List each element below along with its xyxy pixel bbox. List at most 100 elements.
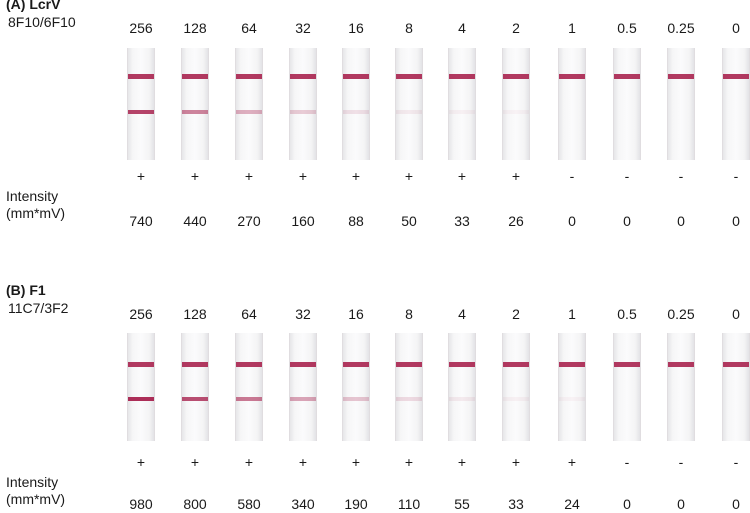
- control-line: [290, 74, 316, 79]
- intensity-value: 980: [129, 496, 153, 512]
- test-line: [396, 397, 422, 401]
- control-line: [236, 362, 262, 367]
- result-sign: +: [511, 454, 521, 470]
- intensity-value: 0: [623, 213, 631, 229]
- intensity-value: 0: [732, 496, 740, 512]
- concentration-label: 0: [732, 306, 740, 322]
- test-strip: [235, 48, 263, 160]
- result-sign: +: [136, 168, 146, 184]
- concentration-label: 1: [568, 306, 576, 322]
- concentration-label: 1: [568, 20, 576, 36]
- test-strip: [289, 48, 317, 160]
- intensity-value: 0: [677, 496, 685, 512]
- result-sign: +: [457, 454, 467, 470]
- test-strip: [342, 333, 370, 441]
- concentration-label: 128: [183, 20, 207, 36]
- result-sign: +: [190, 168, 200, 184]
- intensity-value: 160: [291, 213, 315, 229]
- concentration-label: 32: [295, 306, 311, 322]
- result-sign: -: [624, 168, 630, 184]
- test-line: [343, 397, 369, 401]
- control-line: [290, 362, 316, 367]
- intensity-value: 88: [348, 213, 364, 229]
- intensity-value: 55: [454, 496, 470, 512]
- control-line: [614, 362, 640, 367]
- control-line: [343, 362, 369, 367]
- test-strip: [181, 48, 209, 160]
- test-line: [290, 397, 316, 401]
- concentration-label: 32: [295, 20, 311, 36]
- control-line: [614, 74, 640, 79]
- test-line: [503, 110, 529, 114]
- concentration-label: 256: [129, 20, 153, 36]
- control-line: [343, 74, 369, 79]
- test-strip: [395, 333, 423, 441]
- control-line: [128, 362, 154, 367]
- result-sign: -: [624, 454, 630, 470]
- test-line: [559, 397, 585, 401]
- test-line: [182, 397, 208, 401]
- result-sign: +: [404, 454, 414, 470]
- test-line: [343, 110, 369, 114]
- concentration-label: 4: [458, 306, 466, 322]
- control-line: [723, 74, 749, 79]
- result-sign: +: [136, 454, 146, 470]
- result-sign: +: [244, 454, 254, 470]
- test-line: [128, 110, 154, 114]
- test-strip: [181, 333, 209, 441]
- concentration-label: 2: [512, 306, 520, 322]
- test-strip: [448, 48, 476, 160]
- result-sign: -: [678, 168, 684, 184]
- intensity-value: 33: [508, 496, 524, 512]
- test-strip: [502, 48, 530, 160]
- result-sign: +: [244, 168, 254, 184]
- test-line: [182, 110, 208, 114]
- intensity-label: Intensity (mm*mV): [6, 474, 65, 508]
- test-strip: [235, 333, 263, 441]
- concentration-label: 0.25: [667, 20, 695, 36]
- intensity-value: 0: [623, 496, 631, 512]
- test-strip: [127, 48, 155, 160]
- intensity-value: 440: [183, 213, 207, 229]
- result-sign: +: [351, 454, 361, 470]
- test-line: [449, 110, 475, 114]
- test-strip: [448, 333, 476, 441]
- control-line: [723, 362, 749, 367]
- intensity-value: 0: [568, 213, 576, 229]
- test-line: [449, 397, 475, 401]
- intensity-value: 190: [344, 496, 368, 512]
- intensity-label-line1: Intensity: [6, 188, 59, 204]
- test-strip: [342, 48, 370, 160]
- result-sign: +: [511, 168, 521, 184]
- intensity-label: Intensity (mm*mV): [6, 188, 65, 222]
- result-sign: -: [733, 454, 739, 470]
- intensity-value: 50: [401, 213, 417, 229]
- result-sign: -: [678, 454, 684, 470]
- concentration-label: 256: [129, 306, 153, 322]
- control-line: [668, 74, 694, 79]
- intensity-label-line2: (mm*mV): [6, 491, 66, 507]
- test-strip: [722, 48, 750, 160]
- concentration-label: 0.5: [617, 306, 637, 322]
- intensity-value: 740: [129, 213, 153, 229]
- result-sign: +: [298, 168, 308, 184]
- result-sign: -: [733, 168, 739, 184]
- panel-subtitle: 8F10/6F10: [8, 14, 76, 30]
- intensity-value: 580: [237, 496, 261, 512]
- test-line: [128, 397, 154, 401]
- control-line: [668, 362, 694, 367]
- concentration-label: 0: [732, 20, 740, 36]
- test-strip: [289, 333, 317, 441]
- concentration-label: 16: [348, 20, 364, 36]
- intensity-value: 270: [237, 213, 261, 229]
- test-strip: [667, 333, 695, 441]
- control-line: [559, 362, 585, 367]
- result-sign: -: [569, 168, 575, 184]
- intensity-value: 26: [508, 213, 524, 229]
- result-sign: +: [298, 454, 308, 470]
- control-line: [449, 74, 475, 79]
- test-strip: [613, 333, 641, 441]
- control-line: [236, 74, 262, 79]
- concentration-label: 16: [348, 306, 364, 322]
- test-strip: [722, 333, 750, 441]
